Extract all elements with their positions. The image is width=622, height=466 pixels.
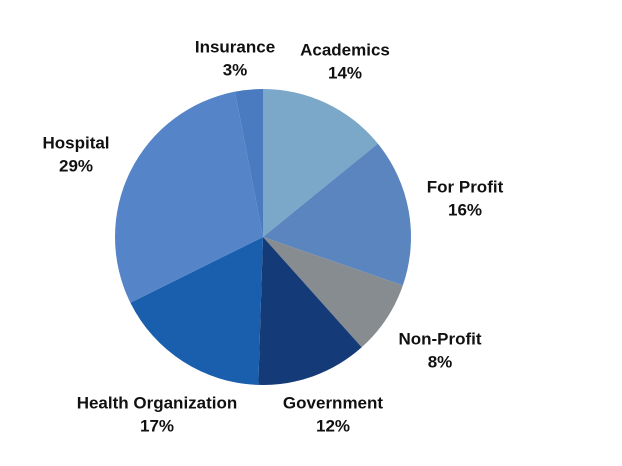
slice-value-label: 14%: [328, 63, 362, 82]
slice-value-label: 16%: [448, 200, 482, 219]
slice-label: Hospital: [42, 133, 109, 152]
pie-slice: [263, 237, 403, 348]
pie-slice: [258, 237, 362, 385]
slice-label: Non-Profit: [398, 329, 481, 348]
slice-label: Government: [283, 393, 383, 412]
pie-slice: [130, 237, 263, 385]
pie-slice: [263, 143, 411, 286]
slice-label: For Profit: [427, 177, 504, 196]
pie-slice: [234, 89, 263, 237]
slice-label: Academics: [300, 40, 390, 59]
slice-value-label: 29%: [59, 156, 93, 175]
slice-value-label: 3%: [223, 60, 248, 79]
slice-label: Insurance: [195, 37, 275, 56]
pie-slice: [115, 91, 264, 303]
slice-label: Health Organization: [77, 393, 238, 412]
slice-value-label: 17%: [140, 416, 174, 435]
slice-value-label: 8%: [428, 352, 453, 371]
slice-value-label: 12%: [316, 416, 350, 435]
pie-slice: [263, 89, 378, 237]
